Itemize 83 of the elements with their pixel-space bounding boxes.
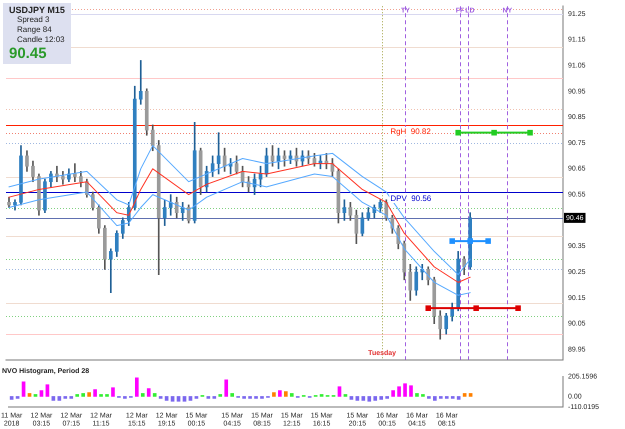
annotation: 90.45 <box>9 45 48 62</box>
bar <box>111 387 115 397</box>
bar <box>152 393 157 397</box>
bar <box>421 394 425 397</box>
bar <box>438 396 443 399</box>
bar <box>170 396 174 402</box>
bar <box>278 390 282 397</box>
bar <box>218 394 222 397</box>
ref-line-label: RgH 90.82 <box>390 127 432 136</box>
point <box>425 305 432 311</box>
bar <box>403 383 407 397</box>
bar <box>248 396 252 399</box>
bar <box>356 396 360 401</box>
bar <box>194 396 198 399</box>
bar <box>230 393 234 397</box>
point <box>515 305 521 311</box>
bar <box>468 393 472 397</box>
bar <box>46 384 50 397</box>
annotation: USDJPY M15 <box>9 5 65 15</box>
bar <box>415 393 419 397</box>
point <box>449 238 455 244</box>
bar <box>433 396 437 401</box>
bar <box>34 394 38 397</box>
bar <box>99 394 103 397</box>
bar <box>320 394 324 397</box>
bar <box>344 394 348 397</box>
bar <box>272 392 276 397</box>
bar <box>224 380 228 397</box>
point <box>485 238 491 244</box>
annotation: Spread 3 <box>16 15 50 25</box>
bar <box>385 396 389 399</box>
annotation: Range 84 <box>16 25 53 35</box>
bar <box>93 389 97 397</box>
bar <box>367 396 372 402</box>
bar <box>182 396 186 402</box>
bar <box>450 396 455 399</box>
bar <box>462 393 466 397</box>
bar <box>242 396 246 399</box>
bar <box>164 396 168 401</box>
bar <box>10 396 14 400</box>
bar <box>427 396 431 399</box>
bar <box>158 396 162 399</box>
bar <box>373 396 378 401</box>
bar <box>290 393 294 397</box>
bar <box>188 396 192 401</box>
point <box>455 130 461 136</box>
bar <box>409 385 413 397</box>
bar <box>87 392 91 397</box>
point <box>467 238 473 244</box>
bar <box>40 390 44 397</box>
bar <box>350 396 354 400</box>
bar <box>206 396 210 399</box>
bar <box>379 396 384 400</box>
bar <box>140 393 145 397</box>
bar <box>260 396 264 399</box>
bar <box>28 393 32 397</box>
bar <box>391 390 395 397</box>
bar <box>254 396 258 399</box>
annotation: Candle 12:03 <box>16 35 65 45</box>
bar <box>16 396 20 399</box>
point <box>491 130 497 136</box>
bar <box>397 386 401 397</box>
bar <box>105 394 109 397</box>
bar <box>52 396 56 401</box>
bar <box>58 396 62 401</box>
bar <box>176 396 180 402</box>
point <box>527 130 533 136</box>
bar <box>63 396 68 399</box>
bar <box>69 396 74 399</box>
bar <box>284 391 288 397</box>
bar <box>338 386 342 397</box>
bar <box>212 396 216 399</box>
bar <box>134 378 139 397</box>
bar <box>361 396 366 401</box>
bar <box>123 396 127 399</box>
bar <box>146 388 151 397</box>
bar <box>22 381 26 397</box>
bar <box>444 396 449 399</box>
bar <box>456 396 461 400</box>
point <box>473 305 479 311</box>
bar <box>81 393 85 397</box>
ref-line-label: DPV 90.56 <box>390 194 432 204</box>
bar <box>75 394 80 397</box>
